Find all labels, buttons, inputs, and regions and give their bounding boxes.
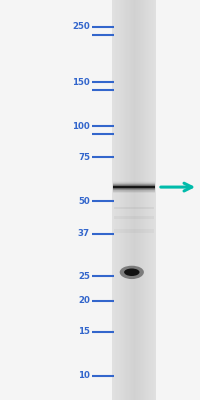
Bar [124, 0, 125, 400]
Bar [146, 0, 147, 400]
Bar [148, 0, 149, 400]
Bar [143, 0, 144, 400]
Bar [155, 0, 156, 400]
Bar [120, 0, 121, 400]
Bar [152, 0, 153, 400]
Ellipse shape [120, 266, 144, 279]
Bar [149, 0, 151, 400]
Bar [112, 0, 156, 400]
Bar [144, 0, 145, 400]
Bar [138, 0, 140, 400]
Bar [154, 0, 155, 400]
Bar [114, 216, 154, 219]
Bar [153, 0, 154, 400]
Bar [121, 0, 122, 400]
Bar [134, 0, 135, 400]
Bar [130, 0, 131, 400]
Bar [114, 229, 154, 233]
Bar [113, 186, 155, 188]
Bar [122, 0, 123, 400]
Bar [113, 0, 114, 400]
Bar [137, 0, 138, 400]
Text: 250: 250 [72, 22, 90, 31]
Text: 15: 15 [78, 327, 90, 336]
Bar [125, 0, 126, 400]
Text: 10: 10 [78, 371, 90, 380]
Bar [119, 0, 120, 400]
Text: 150: 150 [72, 78, 90, 87]
Bar [116, 0, 118, 400]
Bar [115, 0, 116, 400]
Bar [131, 0, 132, 400]
Text: 25: 25 [78, 272, 90, 281]
Text: 75: 75 [78, 153, 90, 162]
Bar [114, 207, 154, 209]
Bar [145, 0, 146, 400]
Bar [118, 0, 119, 400]
Text: 37: 37 [78, 230, 90, 238]
Text: 20: 20 [78, 296, 90, 305]
Bar [151, 0, 152, 400]
Bar [142, 0, 143, 400]
Bar [140, 0, 141, 400]
Bar [128, 0, 130, 400]
Ellipse shape [124, 268, 140, 276]
Bar [132, 0, 133, 400]
Text: 50: 50 [78, 197, 90, 206]
Bar [135, 0, 136, 400]
Bar [127, 0, 128, 400]
Bar [114, 0, 115, 400]
Text: 100: 100 [72, 122, 90, 131]
Bar [133, 0, 134, 400]
Bar [112, 0, 113, 400]
Bar [141, 0, 142, 400]
Bar [147, 0, 148, 400]
Bar [136, 0, 137, 400]
Bar [123, 0, 124, 400]
Bar [126, 0, 127, 400]
